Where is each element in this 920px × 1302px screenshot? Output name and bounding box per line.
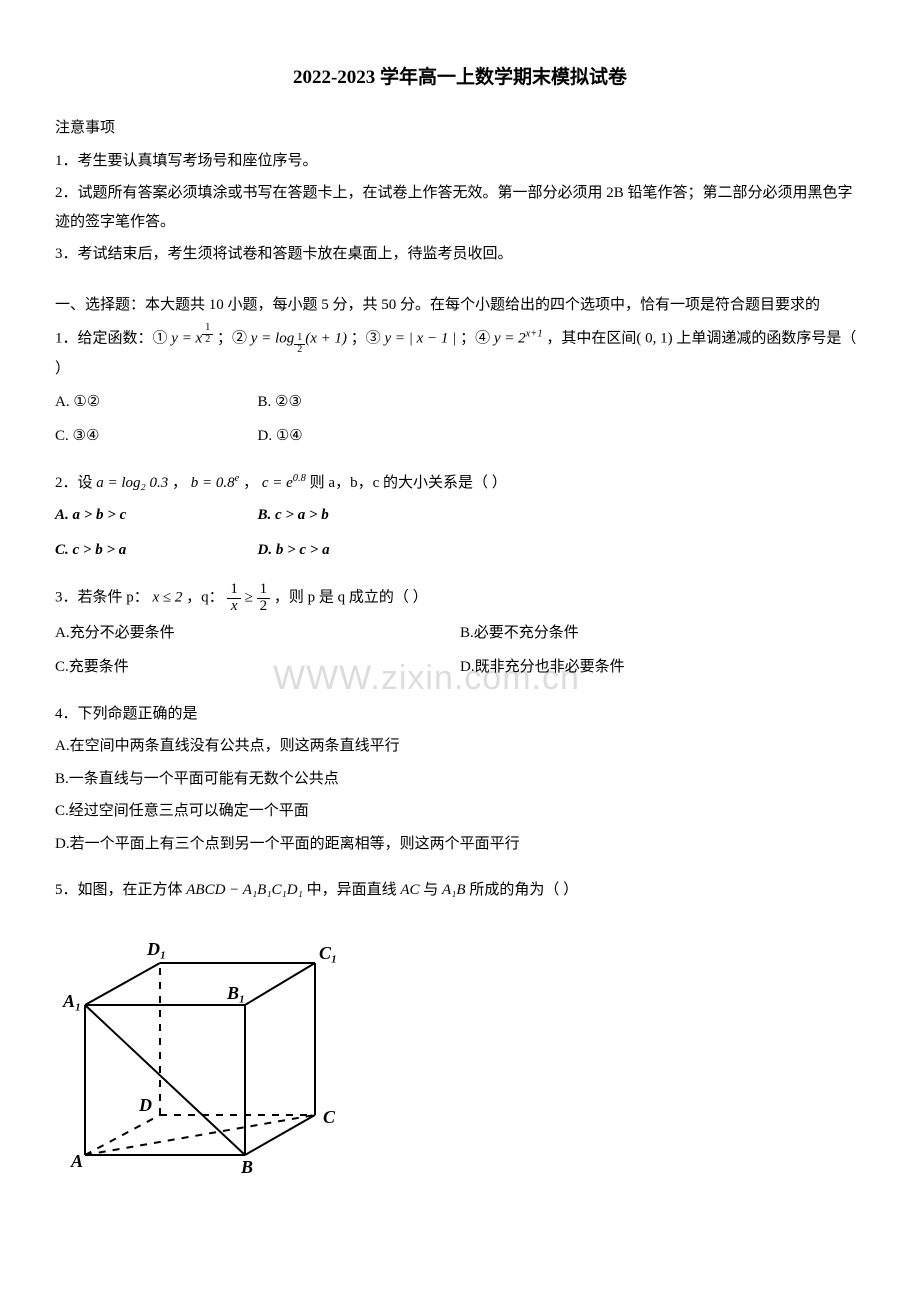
q4-opt-a: A.在空间中两条直线没有公共点，则这两条直线平行 <box>55 732 865 761</box>
q3-mid: ，q： <box>186 590 224 606</box>
q2-c-lhs: c = e <box>262 475 293 491</box>
label-C: C <box>323 1107 336 1127</box>
q1-f1-exp: 12 <box>202 329 213 340</box>
q2-prefix: 2．设 <box>55 475 96 491</box>
content-layer: 2022-2023 学年高一上数学期末模拟试卷 注意事项 1．考生要认真填写考场… <box>55 60 865 1185</box>
q5-stem: 5．如图，在正方体 ABCD − A₁B₁C₁D₁ 中，异面直线 AC 与 A₁… <box>55 876 865 905</box>
label-D1: D₁ <box>146 939 166 959</box>
notice-heading: 注意事项 <box>55 114 865 143</box>
q1-f1-exp-den: 2 <box>202 335 213 346</box>
q1-f2-base: 12 <box>294 339 305 350</box>
q1-f4-exp: x+1 <box>526 329 543 340</box>
q1-sep2: ；③ <box>351 331 385 347</box>
q3-prefix: 3．若条件 p： <box>55 590 149 606</box>
q3-opts-row1: A.充分不必要条件 B.必要不充分条件 <box>55 619 865 648</box>
q5-prefix: 5．如图，在正方体 <box>55 882 186 898</box>
q2-comma1: ， <box>172 475 187 491</box>
q4-opt-c: C.经过空间任意三点可以确定一个平面 <box>55 797 865 826</box>
q2-opts-row2: C. c > b > a D. b > c > a <box>55 536 865 565</box>
q1-opt-a: A. ①② <box>55 388 258 417</box>
q2-tail: 则 a，b，c 的大小关系是（ ） <box>310 475 507 491</box>
q1-f1-eq: = x <box>178 331 202 347</box>
q3-opt-b: B.必要不充分条件 <box>460 619 865 648</box>
label-C1: C₁ <box>319 943 337 963</box>
q1-prefix: 1．给定函数：① <box>55 331 171 347</box>
label-B1: B₁ <box>226 983 245 1003</box>
q3-opt-c: C.充要条件 <box>55 653 460 682</box>
q1-f2-arg: (x + 1) <box>305 331 347 347</box>
q3-rel: ≥ <box>245 590 257 606</box>
q2-stem: 2．设 a = log₂ 0.3 ， b = 0.8e ， c = e0.8 则… <box>55 469 865 498</box>
q1-opt-b: B. ②③ <box>258 388 461 417</box>
label-A1: A₁ <box>62 991 81 1011</box>
q1-f1-var: y <box>171 331 178 347</box>
q1-opts-row1: A. ①② B. ②③ <box>55 388 865 417</box>
q3-frac2-den: 2 <box>257 599 271 615</box>
q4-opt-d: D.若一个平面上有三个点到另一个平面的距离相等，则这两个平面平行 <box>55 830 865 859</box>
q2-opt-b: B. c > a > b <box>258 501 461 530</box>
q3-frac1: 1x <box>227 582 241 615</box>
q3-frac1-num: 1 <box>227 582 241 599</box>
q2-opt-a: A. a > b > c <box>55 501 258 530</box>
q5-line2: A₁B <box>442 882 466 898</box>
q3-opt-a: A.充分不必要条件 <box>55 619 460 648</box>
cube-figure: A B C D A₁ B₁ C₁ D₁ <box>55 915 865 1186</box>
q3-opts-row2: C.充要条件 D.既非充分也非必要条件 <box>55 653 865 682</box>
q1-f2-base-den: 2 <box>294 345 305 356</box>
q1-f2-log: = log <box>257 331 294 347</box>
q2-opt-c: C. c > b > a <box>55 536 258 565</box>
q5-cube: ABCD − A₁B₁C₁D₁ <box>186 882 303 898</box>
q2-opts-row1: A. a > b > c B. c > a > b <box>55 501 865 530</box>
q3-p-cond: x ≤ 2 <box>153 590 183 606</box>
q3-tail: ，则 p 是 q 成立的（ ） <box>274 590 428 606</box>
section-1-heading: 一、选择题：本大题共 10 小题，每小题 5 分，共 50 分。在每个小题给出的… <box>55 291 865 320</box>
q1-opt-c: C. ③④ <box>55 422 258 451</box>
page-title: 2022-2023 学年高一上数学期末模拟试卷 <box>55 60 865 96</box>
q1-opt-d: D. ①④ <box>258 422 461 451</box>
q2-a-def: a = log₂ 0.3 <box>96 475 168 491</box>
q3-stem: 3．若条件 p： x ≤ 2 ，q： 1x ≥ 12 ，则 p 是 q 成立的（… <box>55 582 865 615</box>
q1-f3: y = | x − 1 | <box>385 331 457 347</box>
label-D: D <box>138 1095 152 1115</box>
q2-c-exp: 0.8 <box>293 473 306 484</box>
q2-comma2: ， <box>243 475 258 491</box>
notice-line-3: 3．考试结束后，考生须将试卷和答题卡放在桌面上，待监考员收回。 <box>55 240 865 269</box>
cube-svg: A B C D A₁ B₁ C₁ D₁ <box>55 915 355 1175</box>
q3-opt-d: D.既非充分也非必要条件 <box>460 653 865 682</box>
q1-f4-lhs: y <box>494 331 501 347</box>
q3-frac2: 12 <box>257 582 271 615</box>
q5-line1: AC <box>400 882 419 898</box>
q2-b-exp: e <box>235 473 240 484</box>
label-A: A <box>70 1151 83 1171</box>
q1-sep1: ；② <box>217 331 251 347</box>
notice-line-1: 1．考生要认真填写考场号和座位序号。 <box>55 147 865 176</box>
q5-tail: 所成的角为（ ） <box>469 882 578 898</box>
q1-f1-exp-num: 1 <box>202 323 213 335</box>
q2-b-def: b = 0.8 <box>191 475 235 491</box>
label-B: B <box>240 1157 253 1175</box>
q1-opts-row2: C. ③④ D. ①④ <box>55 422 865 451</box>
q4-stem: 4．下列命题正确的是 <box>55 700 865 729</box>
notice-line-2: 2．试题所有答案必须填涂或书写在答题卡上，在试卷上作答无效。第一部分必须用 2B… <box>55 179 865 236</box>
q1-stem: 1．给定函数：① y = x12 ；② y = log12(x + 1) ；③ … <box>55 323 865 384</box>
q3-frac2-num: 1 <box>257 582 271 599</box>
q2-opt-d: D. b > c > a <box>258 536 461 565</box>
page-root: WWW.zixin.com.cn 2022-2023 学年高一上数学期末模拟试卷… <box>55 60 865 1185</box>
q4-opt-b: B.一条直线与一个平面可能有无数个公共点 <box>55 765 865 794</box>
q3-frac1-den: x <box>227 599 241 615</box>
q1-sep3: ；④ <box>460 331 494 347</box>
q5-mid: 中，异面直线 <box>307 882 401 898</box>
q1-f4-rhs: = 2 <box>501 331 526 347</box>
q5-and: 与 <box>423 882 442 898</box>
q1-f2-base-num: 1 <box>294 333 305 345</box>
